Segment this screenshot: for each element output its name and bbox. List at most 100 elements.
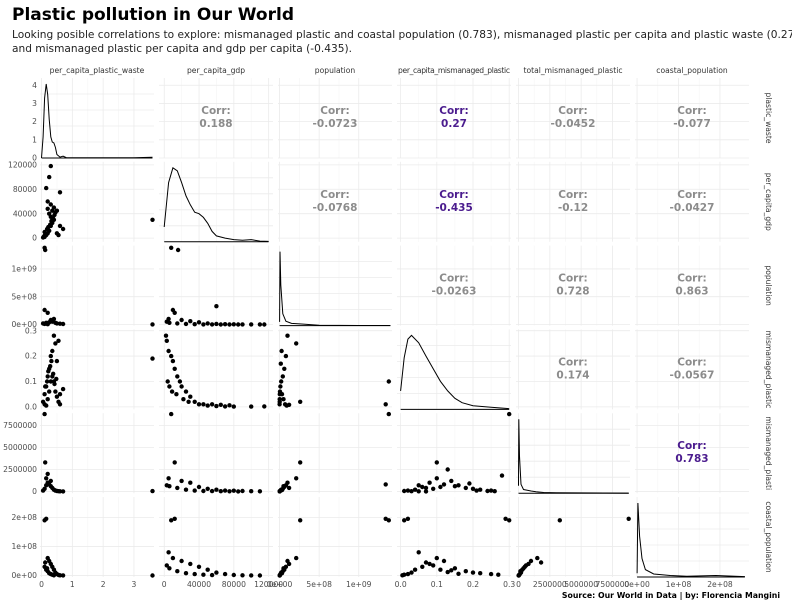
scatter-point <box>222 488 228 493</box>
scatter-point <box>298 460 303 465</box>
scatter-point <box>499 473 505 478</box>
scatter-point <box>209 402 215 407</box>
scatter-point <box>488 571 494 577</box>
scatter-point <box>53 389 58 394</box>
corr-value: -0.0768 <box>313 202 358 214</box>
strip-label-col-4: total_mismanaged_plastic <box>523 66 622 75</box>
panel-1-1 <box>159 161 273 242</box>
y-tick-label: 80000 <box>13 185 37 194</box>
scatter-point <box>386 379 391 384</box>
x-tick-label: 120000 <box>254 580 283 589</box>
scatter-point <box>427 561 432 567</box>
scatter-point <box>150 322 155 327</box>
y-tick-label: 0e+00 <box>11 571 37 580</box>
scatter-point <box>279 487 285 493</box>
y-tick-label: 0 <box>32 234 37 243</box>
scatter-point <box>209 322 215 327</box>
scatter-point <box>57 190 63 195</box>
chart-title: Plastic pollution in Our World <box>12 5 294 25</box>
panel-5-3 <box>397 497 511 577</box>
y-tick-label: 0e+00 <box>11 320 37 329</box>
scatter-point <box>222 322 228 327</box>
scatter-point <box>456 483 461 488</box>
panel-0-3 <box>397 78 511 159</box>
y-tick-label: 2e+08 <box>11 513 37 522</box>
panel-4-0 <box>40 413 154 494</box>
strip-label-col-0: per_capita_plastic_waste <box>50 66 145 75</box>
scatter-point <box>183 321 189 327</box>
scatter-point <box>449 568 454 573</box>
scatter-point <box>51 573 57 578</box>
x-tick-label: 80000 <box>222 580 246 589</box>
scatter-point <box>298 518 303 523</box>
panel-4-5 <box>635 413 749 494</box>
scatter-point <box>44 516 49 521</box>
scatter-point <box>167 320 172 325</box>
x-tick-label: 40000 <box>187 580 211 589</box>
y-tick-label: 40000 <box>13 209 37 218</box>
density-curve-0 <box>41 83 153 159</box>
scatter-point <box>438 567 443 572</box>
scatter-point <box>57 402 63 407</box>
y-tick-label: 2 <box>32 117 37 126</box>
density-curve-4 <box>518 419 629 494</box>
scatter-point <box>53 320 58 325</box>
x-tick-label: 1 <box>70 580 75 589</box>
scatter-point <box>48 202 53 207</box>
scatter-point <box>236 489 241 494</box>
y-tick-label: 5e+08 <box>11 292 37 301</box>
corr-label: Corr: <box>201 105 230 117</box>
scatter-point <box>183 571 189 576</box>
scatter-point <box>420 564 425 569</box>
scatter-point <box>416 483 421 488</box>
scatter-point <box>201 572 206 577</box>
y-tick-label: 0 <box>32 154 37 163</box>
panel-0-2 <box>278 78 392 159</box>
scatter-3-2 <box>277 333 391 408</box>
corr-value: -0.0263 <box>432 286 477 298</box>
scatter-point <box>188 561 193 567</box>
chart-subtitle-line-1: Looking posible correlations to explore:… <box>12 29 792 41</box>
panel-2-2 <box>278 245 392 326</box>
scatter-point <box>400 573 405 578</box>
x-tick-label: 5e+08 <box>306 580 332 589</box>
scatter-point <box>227 489 232 494</box>
panel-5-2 <box>278 497 392 577</box>
corr-value: 0.27 <box>441 118 467 130</box>
scatter-point <box>279 571 285 576</box>
scatter-5-2 <box>277 516 391 578</box>
chart-subtitle-line-2: and mismanaged plastic per capita and gd… <box>12 43 352 55</box>
strip-label-col-2: population <box>315 66 356 75</box>
scatter-point <box>46 369 51 374</box>
x-tick-label: 7500000 <box>596 580 630 589</box>
scatter-point <box>205 321 210 326</box>
scatter-2-1 <box>164 245 267 327</box>
scatter-point <box>44 185 49 191</box>
corr-label: Corr: <box>439 105 468 117</box>
panel-1-2 <box>278 161 392 242</box>
scatter-point <box>43 384 48 389</box>
scatter-point <box>283 353 289 359</box>
panel-3-5 <box>635 329 749 410</box>
x-tick-label: 2 <box>101 580 106 589</box>
corr-label: Corr: <box>320 189 349 201</box>
scatter-point <box>177 379 183 384</box>
scatter-point <box>188 319 193 324</box>
y-tick-label: 5000000 <box>3 443 37 452</box>
scatter-point <box>286 485 292 491</box>
scatter-point <box>423 489 429 494</box>
scatter-point <box>294 476 299 481</box>
scatter-point <box>44 379 50 384</box>
scatter-point <box>218 489 223 494</box>
scatter-point <box>438 484 443 490</box>
strip-label-col-1: per_capita_gdp <box>187 66 245 75</box>
scatter-point <box>463 569 468 574</box>
scatter-point <box>48 478 53 484</box>
scatter-point <box>188 394 193 399</box>
scatter-point <box>209 488 215 494</box>
scatter-point <box>45 206 50 211</box>
x-tick-label: 2500000 <box>533 580 567 589</box>
scatter-point <box>52 381 57 387</box>
corr-label: Corr: <box>558 189 587 201</box>
corr-value: -0.077 <box>673 118 711 130</box>
